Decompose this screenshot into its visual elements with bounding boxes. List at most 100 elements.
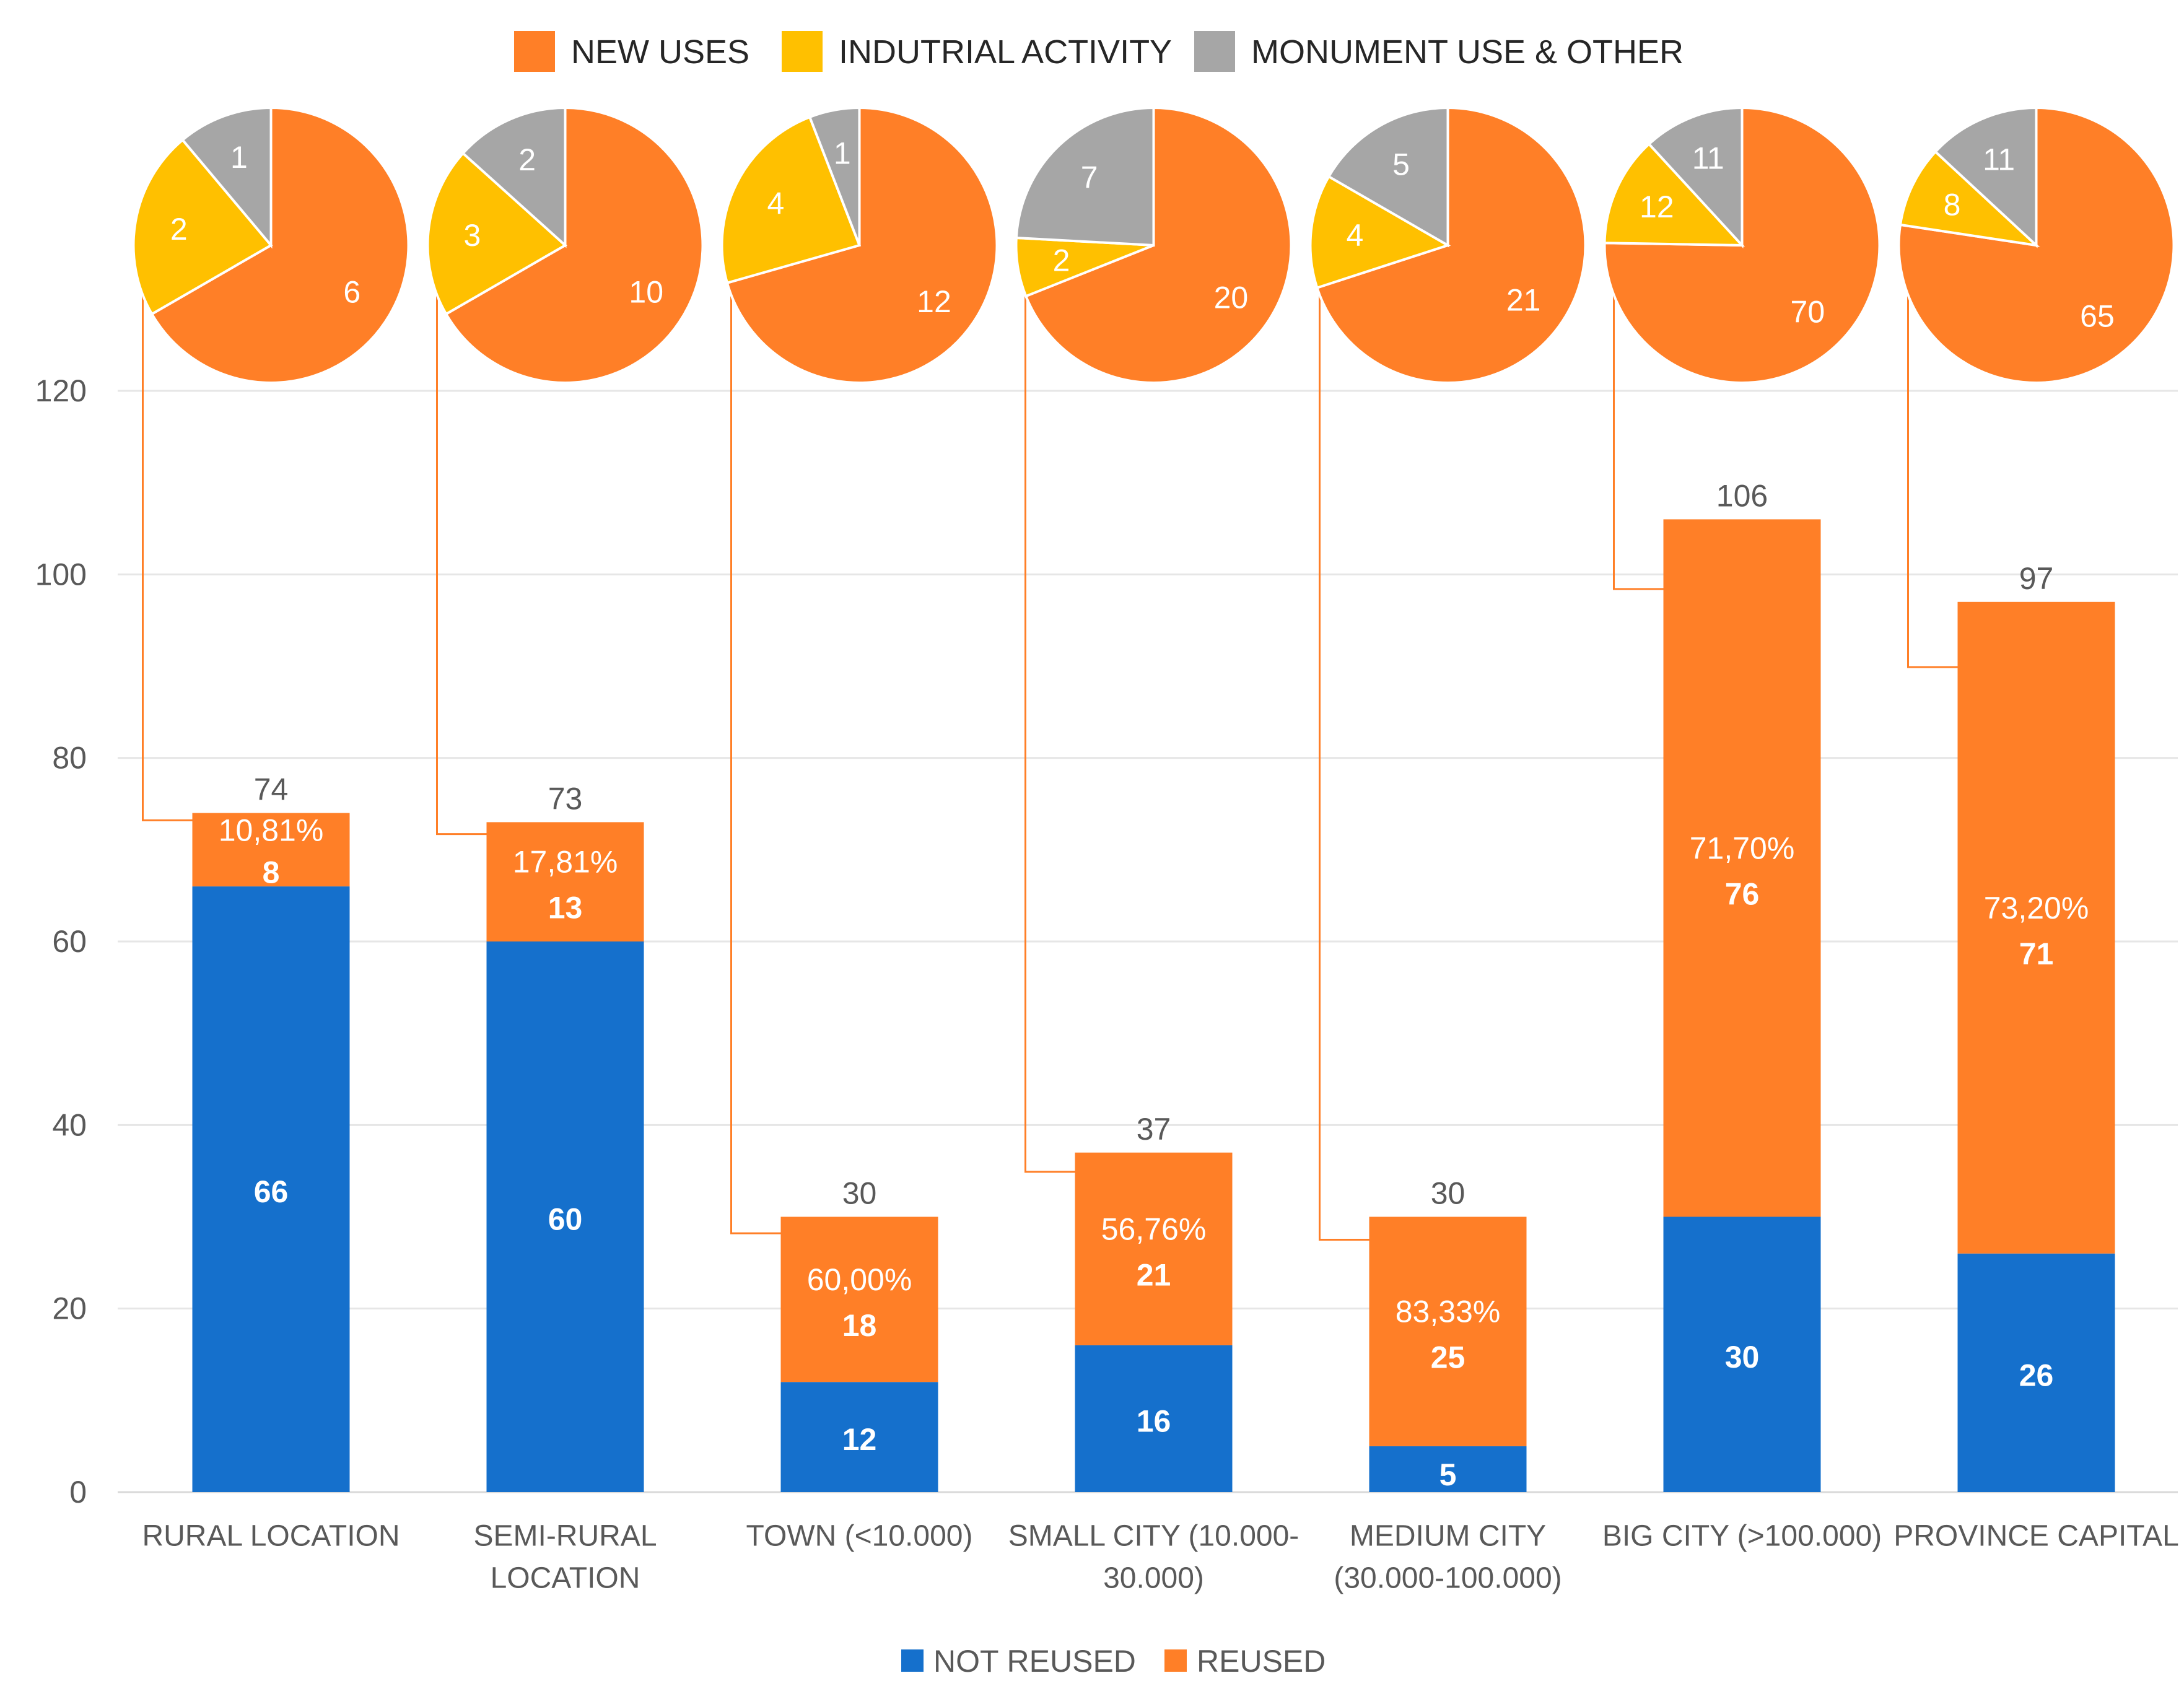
bar-label-reused-percent: 71,70%: [1690, 831, 1795, 865]
legend-not-reused-label: NOT REUSED: [933, 1644, 1136, 1679]
legend-monument-use-label: MONUMENT USE & OTHER: [1251, 33, 1684, 71]
pie-slice-industrial: [132, 138, 273, 316]
bar-label-reused-percent: 17,81%: [513, 845, 618, 880]
pie-leader-line: [1319, 295, 1369, 1241]
legend-reused-label: REUSED: [1197, 1644, 1326, 1679]
pie-slice-label: 1: [230, 140, 248, 175]
bar-reused: [780, 1216, 938, 1382]
pie-slice-label: 10: [629, 274, 663, 309]
bar-label-not-reused: 16: [1137, 1404, 1171, 1438]
pie-slice-new-uses: [725, 106, 998, 384]
pie-slice-label: 11: [1692, 141, 1724, 175]
pie-slice-label: 6: [343, 274, 360, 309]
bar-total-label: 30: [842, 1176, 877, 1211]
pie-slice-label: 11: [1983, 142, 2015, 177]
pie-slice-label: 2: [518, 142, 536, 177]
pie-leader-line: [142, 295, 193, 821]
bar-reused: [1663, 519, 1821, 1217]
pie-leader-line: [1907, 295, 1958, 668]
pie-slice-new-uses: [1603, 106, 1881, 384]
x-tick-label: MEDIUM CITY: [1350, 1520, 1546, 1553]
pie-slice-label: 2: [1053, 243, 1070, 277]
pie-slice-new-uses: [444, 106, 704, 384]
pie-slice-industrial: [1603, 142, 1745, 247]
legend-new-uses-label: NEW USES: [571, 33, 749, 71]
pie-slice-monument: [180, 106, 273, 249]
pie-slice-industrial: [1309, 175, 1451, 290]
x-tick-label: SEMI-RURAL: [473, 1520, 657, 1553]
pie-slice-label: 12: [1640, 190, 1674, 224]
x-tick-label: (30.000-100.000): [1334, 1562, 1562, 1595]
x-tick-label: PROVINCE CAPITAL: [1894, 1520, 2179, 1553]
pie-slice-label: 4: [1346, 218, 1363, 253]
bar-not-reused: [780, 1382, 938, 1492]
bar-total-label: 74: [254, 772, 289, 807]
y-tick-label: 20: [52, 1291, 87, 1326]
bar-label-not-reused: 30: [1725, 1340, 1760, 1374]
pie-slice-monument: [461, 106, 567, 248]
pie-slice-label: 65: [2080, 299, 2115, 333]
pie-chart: 21 4 5: [1309, 106, 1587, 384]
bar-not-reused: [1075, 1345, 1233, 1492]
x-tick-label: LOCATION: [491, 1562, 640, 1595]
pie-slice-label: 5: [1392, 147, 1410, 181]
bar-total-label: 30: [1431, 1176, 1465, 1211]
leader-lines: [142, 295, 1958, 1241]
pie-slice-label: 3: [463, 218, 481, 253]
pie-slice-label: 21: [1506, 283, 1541, 318]
pie-slice-monument: [1933, 106, 2038, 248]
bar-label-reused: 8: [263, 855, 280, 890]
pie-leader-line: [1024, 295, 1075, 1173]
bar-label-reused-percent: 56,76%: [1101, 1212, 1207, 1246]
pie-chart: 65 8 11: [1897, 106, 2175, 384]
bar-label-reused-percent: 60,00%: [807, 1262, 912, 1297]
bar-label-reused: 18: [842, 1308, 877, 1343]
pie-leader-line: [730, 295, 781, 1234]
pie-slice-industrial: [1898, 150, 2040, 247]
x-tick-label: TOWN (<10.000): [746, 1520, 973, 1553]
bar-not-reused: [1663, 1216, 1821, 1492]
bar-label-not-reused: 66: [254, 1174, 289, 1209]
bar-total-label: 37: [1137, 1112, 1171, 1146]
y-tick-label: 0: [69, 1475, 87, 1509]
bar-label-reused: 21: [1137, 1257, 1171, 1292]
legend-industrial-activity-label: INDUTRIAL ACTIVITY: [839, 33, 1172, 71]
x-tick-label: RURAL LOCATION: [142, 1520, 400, 1553]
y-tick-label: 100: [35, 557, 87, 592]
pie-slice-industrial: [426, 151, 567, 316]
bar-label-reused-percent: 10,81%: [219, 813, 324, 848]
bar-total-label: 97: [2019, 561, 2054, 596]
pie-slice-monument: [1647, 106, 1744, 249]
bar-not-reused: [192, 886, 350, 1492]
axes: 0 20 40 60 80 100 120 RURAL LOCATION SEMI-RURAL L…: [35, 373, 2179, 1595]
bar-label-reused: 76: [1725, 876, 1760, 911]
bar-label-not-reused: 5: [1439, 1457, 1457, 1492]
bar-reused: [1075, 1152, 1233, 1345]
y-tick-label: 120: [35, 373, 87, 408]
pie-chart: 6 2 1: [132, 106, 410, 384]
legend-not-reused-swatch: [901, 1649, 924, 1672]
legend-new-uses-swatch: [514, 31, 555, 72]
bar-label-not-reused: 12: [842, 1422, 877, 1457]
pie-slice-label: 12: [917, 284, 951, 319]
pie-slice-label: 7: [1081, 160, 1098, 194]
bar-not-reused: [1369, 1446, 1527, 1492]
bar-reused: [192, 813, 350, 887]
pie-slice-label: 70: [1791, 295, 1825, 330]
x-tick-label: BIG CITY (>100.000): [1602, 1520, 1882, 1553]
pie-slice-monument: [1015, 106, 1155, 247]
bar-label-not-reused: 60: [548, 1202, 583, 1237]
bar-total-label: 73: [548, 781, 583, 816]
bar-label-reused: 13: [548, 891, 583, 925]
bars: 66 10,81% 8 74 60 17,81% 13 73 12 60,00% 18 30 16 56,…: [192, 478, 2115, 1492]
pie-chart: 12 4 1: [720, 106, 998, 384]
pie-slice-label: 8: [1944, 188, 1961, 222]
pie-slice-label: 4: [767, 186, 784, 221]
pie-slice-label: 1: [834, 136, 851, 171]
bar-reused: [1369, 1216, 1527, 1446]
pie-slice-label: 2: [170, 212, 188, 247]
pie-leader-line: [436, 295, 487, 836]
